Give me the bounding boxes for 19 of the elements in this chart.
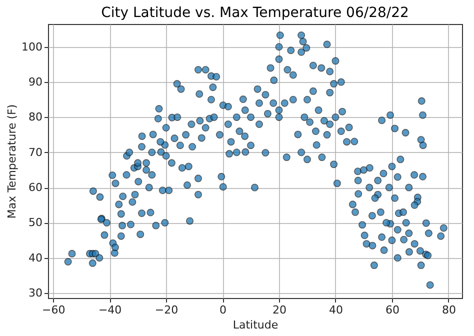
x-tick-label: −40 [98,304,122,316]
y-tick-label: 70 [28,146,42,159]
y-tick-label: 40 [28,251,42,264]
x-tick-label: 40 [328,304,343,316]
x-tick-label: 60 [385,304,400,316]
y-tick-label: 80 [28,110,42,124]
x-tick-label: −60 [42,304,66,316]
y-axis-title: Max Temperature (F) [6,104,19,219]
x-axis-title: Latitude [232,318,278,332]
y-tick-label: 50 [28,216,42,230]
x-tick-label: 0 [220,304,227,316]
chart-title: City Latitude vs. Max Temperature 06/28/22 [101,5,409,21]
x-tick-label: 80 [442,304,456,316]
x-tick-label: −20 [154,304,178,316]
y-tick-label: 60 [28,181,42,194]
y-tick-label: 90 [28,76,42,89]
y-tick-label: 100 [22,40,42,54]
x-tick-label: 20 [272,304,287,316]
y-tick-label: 30 [28,286,42,300]
